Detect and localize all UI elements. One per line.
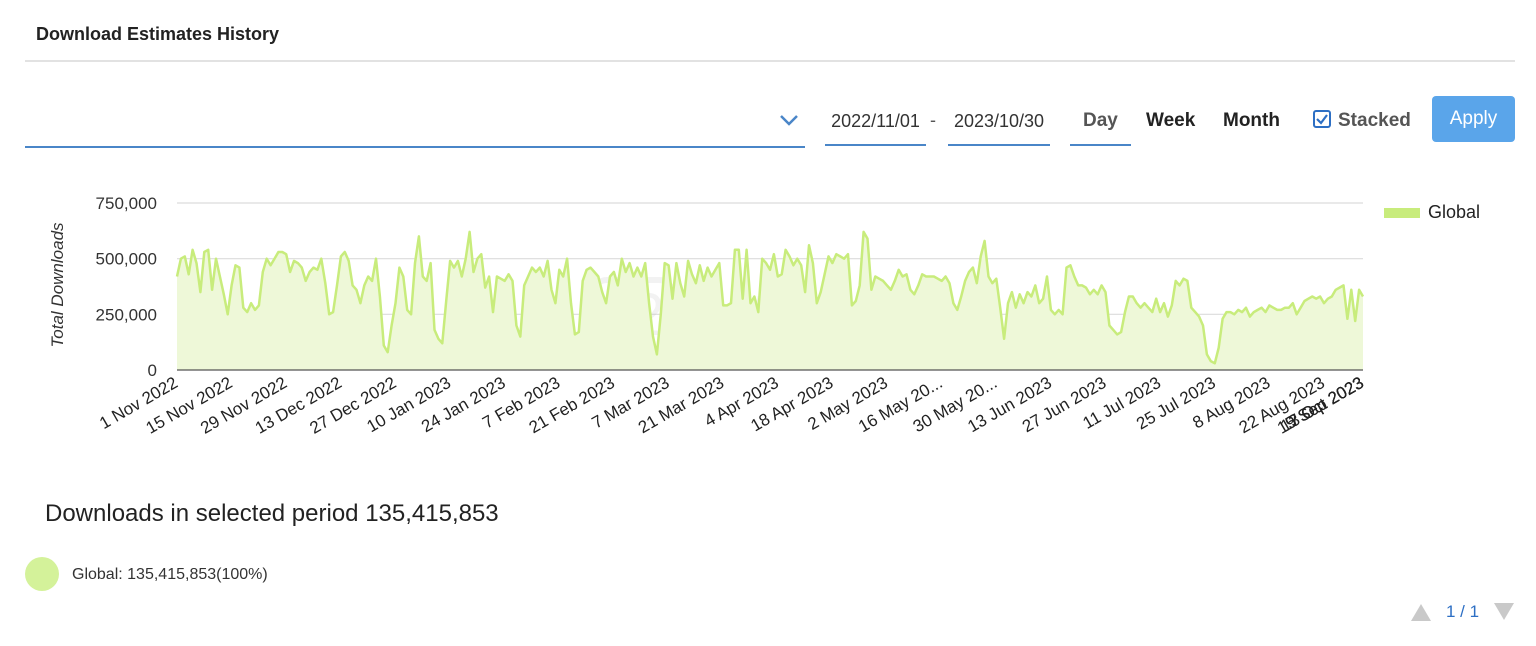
title-divider xyxy=(25,60,1515,62)
legend-row-global: Global: 135,415,853(100%) xyxy=(72,566,268,584)
y-tick-label: 750,000 xyxy=(96,194,157,213)
series-area-global xyxy=(177,231,1363,370)
legend-row-name: Global: xyxy=(72,566,123,583)
apply-button[interactable]: Apply xyxy=(1432,96,1515,142)
page-title: Download Estimates History xyxy=(36,24,280,44)
page-up-icon[interactable] xyxy=(1410,602,1432,622)
y-tick-label: 500,000 xyxy=(96,250,157,269)
legend-label-global: Global xyxy=(1428,202,1480,222)
pagination: 1 / 1 xyxy=(1410,600,1515,624)
y-tick-label: 250,000 xyxy=(96,305,157,324)
page-down-icon[interactable] xyxy=(1493,602,1515,622)
date-range-separator: - xyxy=(930,110,936,130)
region-select[interactable] xyxy=(25,100,805,148)
y-tick-label: 0 xyxy=(148,361,157,380)
y-axis-label: Total Downloads xyxy=(48,222,67,348)
stacked-checkbox[interactable] xyxy=(1313,110,1331,128)
period-week-button[interactable]: Week xyxy=(1146,110,1196,131)
legend-row-value: 135,415,853(100%) xyxy=(127,566,268,583)
date-end-input[interactable]: 2023/10/30 xyxy=(948,104,1050,146)
legend-dot-global xyxy=(25,557,59,591)
series-line-global xyxy=(175,230,1365,365)
period-day-button[interactable]: Day xyxy=(1070,108,1131,146)
stacked-label[interactable]: Stacked xyxy=(1338,110,1411,131)
period-month-button[interactable]: Month xyxy=(1223,110,1280,131)
y-tick-labels: 0 250,000 500,000 750,000 xyxy=(96,194,157,380)
period-total: Downloads in selected period 135,415,853 xyxy=(45,500,499,527)
page-indicator: 1 / 1 xyxy=(1446,602,1480,621)
chevron-down-icon[interactable] xyxy=(777,110,801,130)
date-start-input[interactable]: 2022/11/01 xyxy=(825,104,926,146)
